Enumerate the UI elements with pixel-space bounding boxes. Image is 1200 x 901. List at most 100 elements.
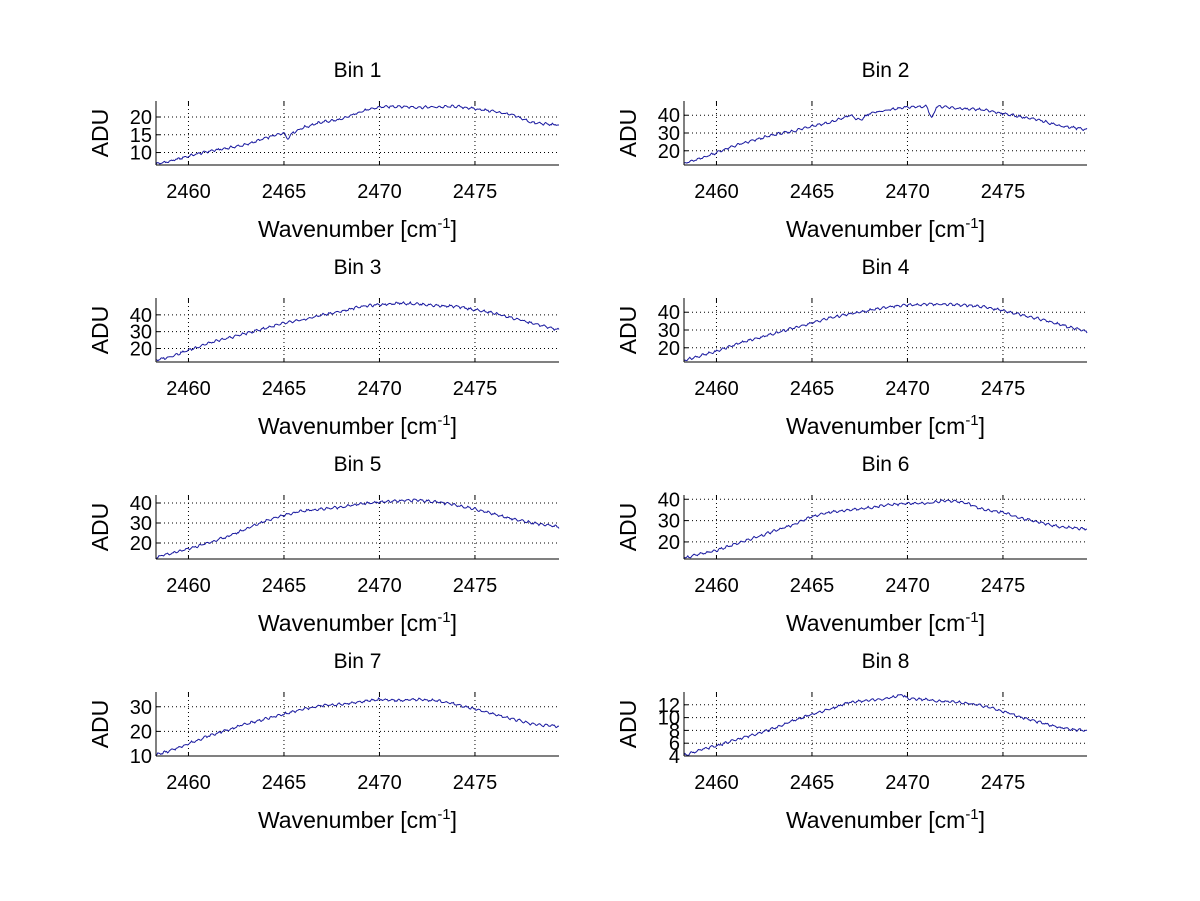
- spectrum-line-bin1: [155, 104, 559, 165]
- x-tick-label: 2465: [790, 575, 835, 597]
- x-axis-label-text: Wavenumber [cm: [258, 610, 437, 636]
- x-axis-label-text: Wavenumber [cm: [786, 216, 965, 242]
- y-tick-label: 30: [130, 697, 152, 719]
- x-tick-label: 2465: [262, 575, 307, 597]
- x-tick-label: 2470: [357, 575, 402, 597]
- x-tick-label: 2475: [453, 181, 498, 203]
- y-tick-label: 30: [658, 320, 680, 342]
- y-tick-label: 20: [130, 107, 152, 129]
- subplot-title-bin8: Bin 8: [862, 650, 910, 673]
- y-tick-label: 20: [658, 338, 680, 360]
- y-tick-label: 40: [658, 105, 680, 127]
- x-tick-label: 2475: [981, 772, 1026, 794]
- spectrum-line-bin7: [155, 697, 560, 756]
- y-tick-label: 40: [658, 302, 680, 324]
- x-axis-label-superscript: -1: [965, 609, 978, 626]
- x-axis-label-text: Wavenumber [cm: [258, 216, 437, 242]
- y-axis-label: ADU: [87, 700, 113, 749]
- x-tick-label: 2470: [357, 181, 402, 203]
- x-axis-label: Wavenumber [cm-1]: [258, 609, 457, 636]
- spectrum-line-bin4: [683, 302, 1088, 362]
- y-tick-label: 30: [130, 513, 152, 535]
- x-tick-label: 2460: [166, 378, 211, 400]
- subplot-title-bin1: Bin 1: [334, 59, 382, 82]
- y-tick-label: 8: [669, 720, 680, 742]
- y-tick-label: 40: [658, 489, 680, 511]
- x-tick-label: 2465: [262, 181, 307, 203]
- x-tick-label: 2475: [981, 181, 1026, 203]
- x-tick-label: 2475: [453, 378, 498, 400]
- x-axis-label-superscript: -1: [437, 609, 450, 626]
- y-axis-label: ADU: [87, 109, 113, 158]
- x-tick-label: 2470: [885, 378, 930, 400]
- axes-background: [156, 298, 559, 362]
- x-axis-label: Wavenumber [cm-1]: [258, 215, 457, 242]
- x-tick-label: 2460: [166, 181, 211, 203]
- x-tick-label: 2470: [885, 575, 930, 597]
- y-axis-label: ADU: [615, 503, 641, 552]
- y-tick-label: 20: [658, 141, 680, 163]
- x-axis-label-close: ]: [979, 807, 985, 833]
- y-tick-label: 4: [669, 746, 680, 768]
- y-tick-label: 30: [658, 511, 680, 533]
- x-tick-label: 2470: [357, 772, 402, 794]
- x-tick-label: 2470: [885, 181, 930, 203]
- x-axis-label-superscript: -1: [965, 412, 978, 429]
- x-axis-label: Wavenumber [cm-1]: [786, 806, 985, 833]
- x-tick-label: 2470: [885, 772, 930, 794]
- x-tick-label: 2460: [166, 772, 211, 794]
- x-tick-label: 2475: [981, 575, 1026, 597]
- x-tick-label: 2475: [453, 575, 498, 597]
- x-axis-label: Wavenumber [cm-1]: [786, 609, 985, 636]
- x-tick-label: 2465: [790, 772, 835, 794]
- spectrum-line-bin3: [155, 301, 560, 362]
- x-axis-label-superscript: -1: [437, 806, 450, 823]
- x-tick-label: 2460: [694, 575, 739, 597]
- axes-background: [156, 692, 559, 756]
- x-tick-label: 2460: [694, 772, 739, 794]
- y-tick-label: 10: [130, 746, 152, 768]
- axes-background: [684, 692, 1087, 756]
- y-tick-label: 40: [130, 493, 152, 515]
- x-tick-label: 2460: [694, 378, 739, 400]
- x-axis-label-superscript: -1: [437, 412, 450, 429]
- spectrum-line-bin8: [683, 694, 1088, 757]
- y-tick-label: 10: [658, 708, 680, 730]
- axes-background: [156, 101, 559, 165]
- x-axis-label-close: ]: [451, 610, 457, 636]
- y-tick-label: 6: [669, 733, 680, 755]
- x-axis-label-superscript: -1: [437, 215, 450, 232]
- x-axis-label: Wavenumber [cm-1]: [258, 806, 457, 833]
- y-tick-label: 12: [658, 695, 680, 717]
- subplot-title-bin2: Bin 2: [862, 59, 910, 82]
- x-axis-label-close: ]: [451, 807, 457, 833]
- x-axis-label-superscript: -1: [965, 215, 978, 232]
- subplot-title-bin3: Bin 3: [334, 256, 382, 279]
- x-tick-label: 2465: [790, 181, 835, 203]
- x-axis-label-close: ]: [451, 413, 457, 439]
- x-axis-label: Wavenumber [cm-1]: [786, 215, 985, 242]
- x-axis-label-superscript: -1: [965, 806, 978, 823]
- x-axis-label: Wavenumber [cm-1]: [258, 412, 457, 439]
- y-tick-label: 30: [658, 123, 680, 145]
- y-axis-label: ADU: [615, 109, 641, 158]
- x-axis-label: Wavenumber [cm-1]: [786, 412, 985, 439]
- y-tick-label: 15: [130, 125, 152, 147]
- subplot-title-bin6: Bin 6: [862, 453, 910, 476]
- x-axis-label-text: Wavenumber [cm: [786, 413, 965, 439]
- y-axis-label: ADU: [87, 503, 113, 552]
- x-axis-label-text: Wavenumber [cm: [786, 807, 965, 833]
- y-axis-label: ADU: [87, 306, 113, 355]
- axes-background: [684, 101, 1087, 165]
- y-tick-label: 40: [130, 305, 152, 327]
- y-tick-label: 30: [130, 322, 152, 344]
